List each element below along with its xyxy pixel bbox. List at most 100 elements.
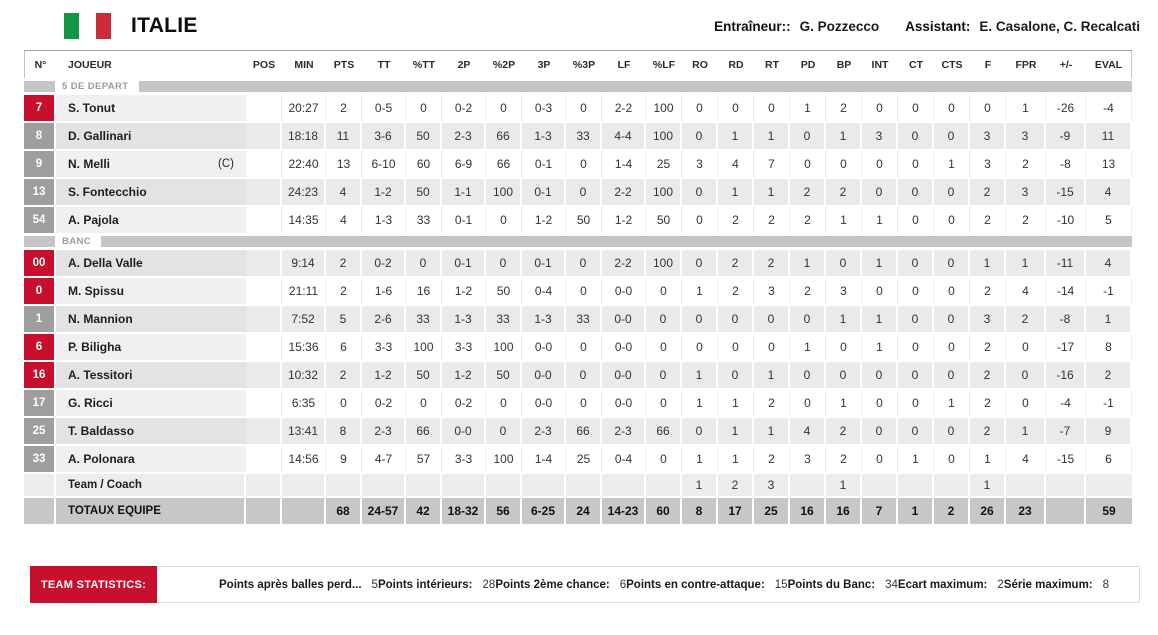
player-name-cell: M. Spissu bbox=[56, 278, 246, 304]
stat-cell: 7 bbox=[754, 151, 790, 177]
stat-cell: 1 bbox=[718, 446, 754, 472]
stat-cell: 2 bbox=[970, 334, 1006, 360]
player-row[interactable]: 7 S. Tonut 20:27 2 0-5 0 0-2 0 0-3 0 2-2 100 0 0 0 1 2 0 0… bbox=[24, 95, 1132, 121]
player-row[interactable]: 17 G. Ricci 6:35 0 0-2 0 0-2 0 0-0 0 0-0 0 1 1 2 0 1 0 0 1 2… bbox=[24, 390, 1132, 416]
stat-cell: 0 bbox=[566, 179, 602, 205]
stat-cell: -26 bbox=[1046, 95, 1086, 121]
player-row[interactable]: 6 P. Biligha 15:36 6 3-3 100 3-3 100 0-0 0 0-0 0 0 0 0… bbox=[24, 334, 1132, 360]
section-bar-inner: 5 DE DEPART bbox=[24, 80, 1132, 93]
stat-cell: 0 bbox=[646, 390, 682, 416]
player-name-text: N. Melli bbox=[68, 157, 111, 171]
column-header-pts: PTS bbox=[326, 50, 362, 78]
stat-cell: 1 bbox=[970, 250, 1006, 276]
stat-cell: 7 bbox=[862, 498, 898, 524]
stat-cell: 100 bbox=[646, 179, 682, 205]
stat-cell: 0-5 bbox=[362, 95, 406, 121]
stat-cell: 0-2 bbox=[442, 390, 486, 416]
team-stat-item: Série maximum: 8 bbox=[1004, 579, 1109, 591]
section-bar-line bbox=[138, 81, 1132, 92]
column-header-rd: RD bbox=[718, 50, 754, 78]
stat-cell: 0 bbox=[326, 390, 362, 416]
stat-cell: 0 bbox=[486, 95, 522, 121]
stat-cell: 0 bbox=[898, 179, 934, 205]
stat-cell: 7:52 bbox=[282, 306, 326, 332]
stat-cell bbox=[898, 474, 934, 496]
column-header-pos: POS bbox=[246, 50, 282, 78]
player-row[interactable]: 13 S. Fontecchio 24:23 4 1-2 50 1-1 100 0-1 0 2-2 1… bbox=[24, 179, 1132, 205]
stat-cell: 2 bbox=[754, 390, 790, 416]
stat-cell bbox=[282, 474, 326, 496]
stat-cell: 2 bbox=[790, 179, 826, 205]
stat-cell: 1 bbox=[1006, 418, 1046, 444]
team-stat-label: Points du Banc: bbox=[787, 578, 876, 591]
column-header-fpr: FPR bbox=[1006, 50, 1046, 78]
player-name-text: T. Baldasso bbox=[68, 424, 135, 438]
section-bar: 5 DE DEPART bbox=[24, 80, 1132, 93]
stat-cell: 66 bbox=[486, 123, 522, 149]
team-stat-item: Points en contre-attaque: 15 bbox=[626, 579, 787, 591]
stat-cell: 16 bbox=[406, 278, 442, 304]
stat-cell: 9 bbox=[326, 446, 362, 472]
stat-cell: 56 bbox=[486, 498, 522, 524]
player-name-cell: N. Melli (C) bbox=[56, 151, 246, 177]
stat-cell: 2 bbox=[326, 95, 362, 121]
stat-cell: 2 bbox=[970, 390, 1006, 416]
stat-cell: 33 bbox=[566, 123, 602, 149]
team-stat-value: 15 bbox=[774, 578, 788, 591]
player-number-cell bbox=[24, 498, 56, 524]
stat-cell: 3 bbox=[754, 278, 790, 304]
stat-cell bbox=[442, 474, 486, 496]
stat-cell: 2 bbox=[970, 362, 1006, 388]
stat-cell: 0 bbox=[486, 207, 522, 233]
stat-cell: 0-0 bbox=[602, 306, 646, 332]
stat-cell: 0 bbox=[898, 418, 934, 444]
stat-cell: 1-2 bbox=[442, 362, 486, 388]
stat-cell: 1 bbox=[754, 179, 790, 205]
stat-cell: -8 bbox=[1046, 306, 1086, 332]
player-number: 16 bbox=[24, 362, 54, 388]
team-stat-item: Points intérieurs: 28 bbox=[378, 579, 495, 591]
stat-cell: 0 bbox=[718, 334, 754, 360]
player-row[interactable]: 8 D. Gallinari 18:18 11 3-6 50 2-3 66 1-3 33 4-4 10… bbox=[24, 123, 1132, 149]
stat-cell: 3 bbox=[970, 123, 1006, 149]
stat-cell bbox=[1046, 498, 1086, 524]
player-number-cell: 9 bbox=[24, 151, 56, 177]
player-row[interactable]: 54 A. Pajola 14:35 4 1-3 33 0-1 0 1-2 50 1-2 50 0 2 2 2… bbox=[24, 207, 1132, 233]
stat-cell: 1 bbox=[898, 498, 934, 524]
team-stat-label: Série maximum: bbox=[1003, 578, 1093, 591]
stat-cell: 0-1 bbox=[522, 250, 566, 276]
stat-cell: 2 bbox=[754, 207, 790, 233]
player-number-cell: 17 bbox=[24, 390, 56, 416]
player-name-text: D. Gallinari bbox=[68, 129, 132, 143]
stat-cell: 0 bbox=[646, 362, 682, 388]
player-name-cell: T. Baldasso bbox=[56, 418, 246, 444]
stat-cell: 4 bbox=[790, 418, 826, 444]
stat-cell: 0 bbox=[934, 250, 970, 276]
stat-cell: 6-10 bbox=[362, 151, 406, 177]
stat-cell: 0 bbox=[682, 95, 718, 121]
stat-cell: 1 bbox=[718, 123, 754, 149]
stat-cell: 25 bbox=[566, 446, 602, 472]
column-header-tt: %TT bbox=[406, 50, 442, 78]
player-row[interactable]: 00 A. Della Valle 9:14 2 0-2 0 0-1 0 0-1 0 2-2 100 0… bbox=[24, 250, 1132, 276]
stat-cell: 2 bbox=[326, 278, 362, 304]
coach-name: G. Pozzecco bbox=[799, 18, 880, 34]
player-name-cell: A. Pajola bbox=[56, 207, 246, 233]
stat-cell: 24:23 bbox=[282, 179, 326, 205]
stat-cell: 2 bbox=[826, 179, 862, 205]
stat-cell: 0 bbox=[718, 306, 754, 332]
player-row[interactable]: 1 N. Mannion 7:52 5 2-6 33 1-3 33 1-3 33 0-0 0 0 0 0 0 1… bbox=[24, 306, 1132, 332]
player-name-cell: S. Tonut bbox=[56, 95, 246, 121]
stat-cell bbox=[246, 390, 282, 416]
player-row[interactable]: 16 A. Tessitori 10:32 2 1-2 50 1-2 50 0-0 0 0-0 0 1 0… bbox=[24, 362, 1132, 388]
player-number: 0 bbox=[24, 278, 54, 304]
stat-cell: 13:41 bbox=[282, 418, 326, 444]
stat-cell bbox=[246, 474, 282, 496]
player-number-cell: 8 bbox=[24, 123, 56, 149]
player-row[interactable]: 25 T. Baldasso 13:41 8 2-3 66 0-0 0 2-3 66 2-3 66 0 1… bbox=[24, 418, 1132, 444]
column-header-tt: TT bbox=[362, 50, 406, 78]
player-row[interactable]: 0 M. Spissu 21:11 2 1-6 16 1-2 50 0-4 0 0-0 0 1 2 3 2 3 0… bbox=[24, 278, 1132, 304]
player-row[interactable]: 33 A. Polonara 14:56 9 4-7 57 3-3 100 1-4 25 0-4 0 1… bbox=[24, 446, 1132, 472]
player-name-text: N. Mannion bbox=[68, 312, 133, 326]
player-row[interactable]: 9 N. Melli (C) 22:40 13 6-10 60 6-9 66 0-1 0 1-4 25 3… bbox=[24, 151, 1132, 177]
